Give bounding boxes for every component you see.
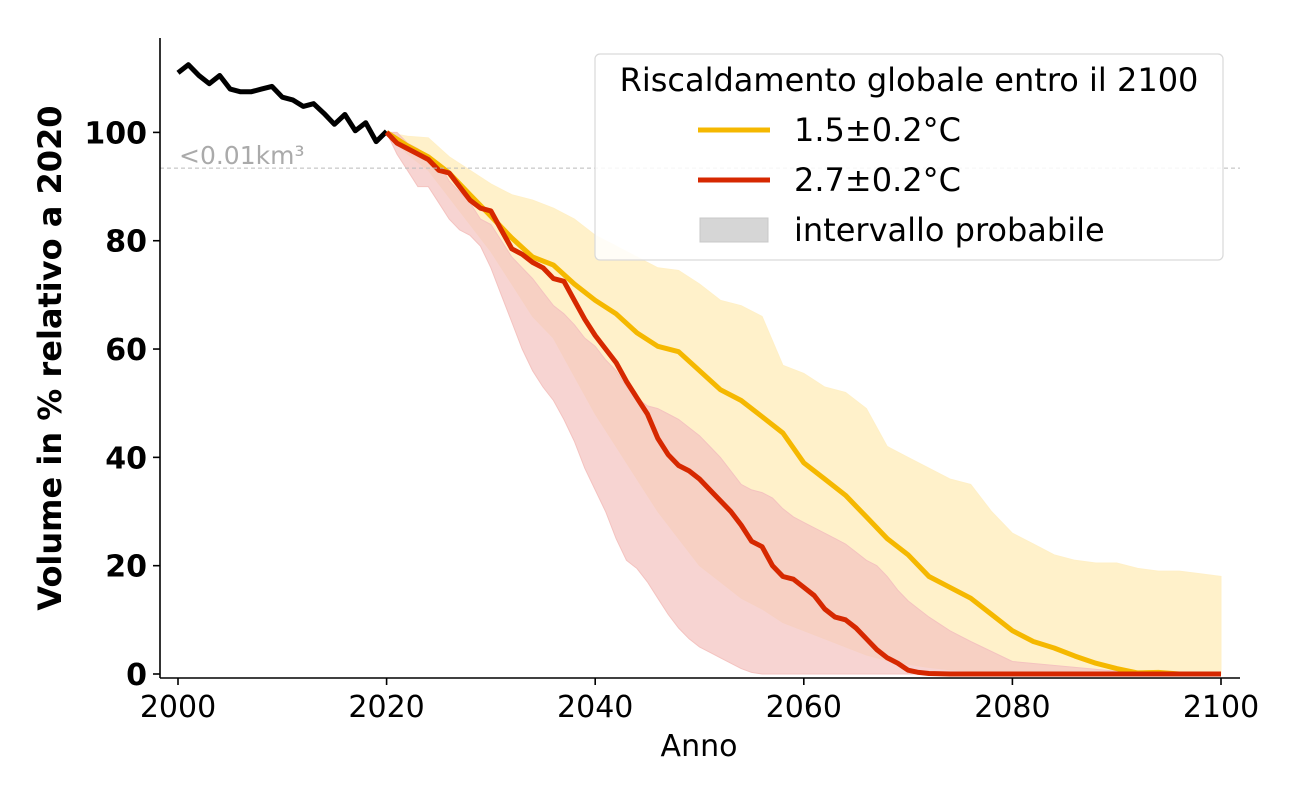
y-tick-label: 100 — [84, 116, 147, 151]
y-tick-label: 0 — [126, 658, 147, 693]
x-tick-label: 2100 — [1183, 690, 1259, 725]
legend-label-1-5c: 1.5±0.2°C — [794, 111, 961, 149]
x-tick-label: 2040 — [557, 690, 633, 725]
y-tick-label: 40 — [105, 441, 147, 476]
series-lines — [176, 62, 1221, 677]
y-tick-label: 80 — [105, 225, 147, 260]
legend-box — [594, 53, 1224, 261]
x-tick-label: 2060 — [766, 690, 842, 725]
line-observed — [176, 62, 389, 145]
y-tick-label: 20 — [105, 550, 147, 585]
x-tick-label: 2080 — [974, 690, 1050, 725]
legend-label-2-7c: 2.7±0.2°C — [794, 161, 961, 199]
y-tick-label: 60 — [105, 333, 147, 368]
x-tick-label: 2020 — [348, 690, 424, 725]
legend-label-likely-range: intervallo probabile — [794, 211, 1105, 249]
legend-swatch-likely-range — [699, 217, 769, 243]
likely-range-bands — [385, 131, 1222, 675]
legend-title: Riscaldamento globale entro il 2100 — [620, 61, 1199, 99]
threshold-annotation: <0.01km³ — [179, 141, 304, 170]
y-axis-label: Volume in % relativo a 2020 — [31, 105, 69, 610]
legend: Riscaldamento globale entro il 2100 1.5±… — [594, 53, 1224, 261]
line-2-7c — [384, 130, 1221, 677]
x-tick-label: 2000 — [140, 690, 216, 725]
x-axis-label: Anno — [661, 729, 738, 764]
line-1-5c — [385, 130, 1221, 677]
